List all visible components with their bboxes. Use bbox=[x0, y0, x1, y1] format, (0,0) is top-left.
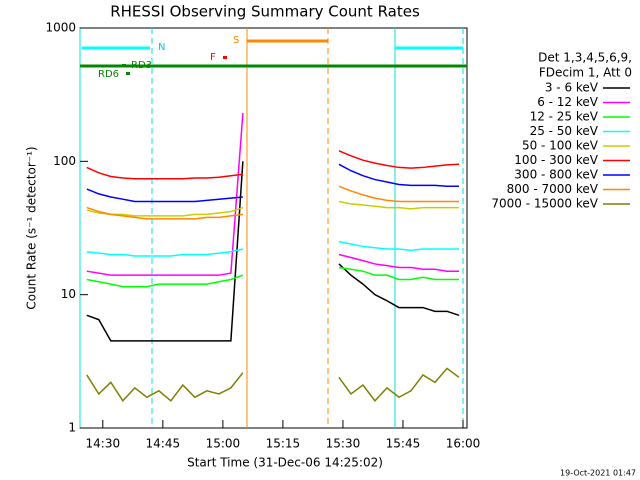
x-tick-label: 15:00 bbox=[206, 437, 241, 451]
series-line bbox=[338, 263, 460, 317]
y-tick-label: 1 bbox=[68, 421, 76, 435]
legend-label: 3 - 6 keV bbox=[545, 81, 599, 95]
timestamp: 19-Oct-2021 01:47 bbox=[560, 469, 636, 478]
legend-label: 7000 - 15000 keV bbox=[491, 197, 598, 211]
flags: N S F RD6 RD3 bbox=[79, 28, 467, 428]
flag-label: S bbox=[233, 35, 239, 46]
flare-dot bbox=[223, 56, 227, 59]
series-line bbox=[338, 266, 459, 281]
chart-title: RHESSI Observing Summary Count Rates bbox=[110, 3, 420, 21]
legend-label: 100 - 300 keV bbox=[514, 153, 598, 167]
series-line bbox=[86, 206, 243, 220]
series-line bbox=[86, 166, 243, 180]
x-tick-label: 15:30 bbox=[326, 437, 361, 451]
flag-label: RD6 bbox=[98, 69, 119, 80]
x-tick-label: 15:45 bbox=[386, 437, 421, 451]
x-axis-label: Start Time (31-Dec-06 14:25:02) bbox=[187, 456, 383, 470]
y-tick-label: 100 bbox=[53, 154, 76, 168]
series-line bbox=[338, 150, 460, 169]
series-line bbox=[338, 367, 460, 402]
series-line bbox=[338, 163, 459, 188]
legend-label: 25 - 50 keV bbox=[530, 124, 599, 138]
series-line bbox=[86, 188, 243, 203]
legend-label: 800 - 7000 keV bbox=[507, 182, 599, 196]
legend-label: 12 - 25 keV bbox=[530, 110, 599, 124]
legend-header: Det 1,3,4,5,6,9, bbox=[538, 51, 632, 65]
x-tick-label: 16:00 bbox=[446, 437, 481, 451]
series-line bbox=[86, 248, 244, 257]
y-tick-label: 1000 bbox=[45, 21, 76, 35]
rd-dot bbox=[126, 72, 130, 75]
plot-frame bbox=[79, 27, 468, 429]
rd-dot bbox=[122, 64, 126, 67]
flag-label: F bbox=[210, 52, 216, 63]
flag-label: RD3 bbox=[131, 60, 152, 71]
x-tick-label: 14:45 bbox=[146, 437, 181, 451]
series-line bbox=[338, 200, 459, 210]
legend-label: 50 - 100 keV bbox=[522, 139, 599, 153]
legend-label: 300 - 800 keV bbox=[514, 168, 598, 182]
series-line bbox=[86, 372, 244, 402]
y-axis-label: Count Rate (s⁻¹ detector⁻¹) bbox=[25, 146, 39, 309]
series-line bbox=[338, 253, 459, 272]
series-line bbox=[338, 240, 459, 252]
x-tick-label: 14:30 bbox=[86, 437, 121, 451]
series-line bbox=[86, 161, 244, 342]
flag-label: N bbox=[158, 42, 165, 53]
series-line bbox=[86, 113, 244, 276]
y-tick-label: 10 bbox=[61, 287, 76, 301]
legend-header: FDecim 1, Att 0 bbox=[539, 66, 632, 80]
legend-label: 6 - 12 keV bbox=[537, 95, 599, 109]
series-line bbox=[338, 185, 459, 203]
x-tick-label: 15:15 bbox=[266, 437, 301, 451]
series-line bbox=[86, 274, 244, 288]
